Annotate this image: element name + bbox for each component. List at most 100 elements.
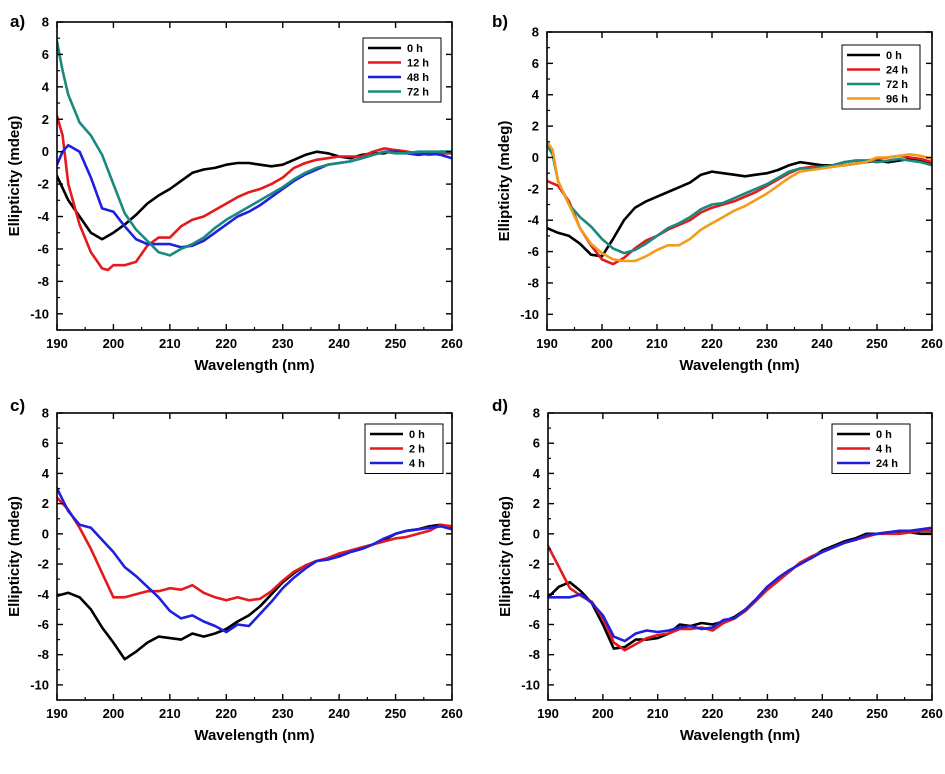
y-axis-title: Ellipticity (mdeg) bbox=[6, 496, 23, 617]
y-tick-label: -4 bbox=[37, 587, 49, 602]
x-tick-label: 260 bbox=[441, 706, 463, 721]
x-tick-label: 190 bbox=[537, 706, 559, 721]
legend-label: 12 h bbox=[407, 58, 429, 70]
x-tick-label: 190 bbox=[46, 706, 68, 721]
x-tick-label: 230 bbox=[756, 336, 778, 351]
panel-c: c) 190 200 210 220 230 240 250 260 -10 -8 -6 -4 -2 0 2… bbox=[0, 384, 472, 769]
y-tick-label: 0 bbox=[532, 150, 539, 165]
legend-label: 0 h bbox=[407, 43, 423, 55]
y-tick-label: 6 bbox=[532, 56, 539, 71]
x-tick-label: 250 bbox=[385, 336, 407, 351]
legend-label: 4 h bbox=[876, 444, 892, 456]
y-tick-label: 2 bbox=[42, 112, 49, 127]
x-tick-label: 200 bbox=[103, 706, 125, 721]
series-line bbox=[548, 526, 932, 643]
y-tick-label: 0 bbox=[42, 144, 49, 159]
series-line bbox=[547, 143, 932, 255]
y-tick-label: 0 bbox=[533, 526, 540, 541]
x-tick-label: 260 bbox=[921, 706, 943, 721]
series-line bbox=[57, 40, 452, 257]
y-tick-label: -8 bbox=[37, 274, 49, 289]
series-line bbox=[57, 496, 452, 602]
chart-d: 190 200 210 220 230 240 250 260 -10 -8 -6 -4 -2 0 2 4 6 8… bbox=[497, 406, 943, 745]
x-tick-label: 250 bbox=[385, 706, 407, 721]
y-tick-label: -2 bbox=[37, 557, 49, 572]
x-tick-label: 220 bbox=[701, 336, 723, 351]
y-tick-label: -8 bbox=[528, 647, 540, 662]
legend-label: 0 h bbox=[409, 429, 425, 441]
x-tick-label: 230 bbox=[272, 336, 294, 351]
y-tick-label: -6 bbox=[527, 244, 539, 259]
panel-b-letter: b) bbox=[492, 12, 509, 31]
legend-label: 48 h bbox=[407, 72, 429, 84]
x-tick-label: 210 bbox=[159, 706, 181, 721]
y-tick-label: -4 bbox=[37, 209, 49, 224]
y-tick-label: 2 bbox=[533, 496, 540, 511]
legend-label: 72 h bbox=[407, 87, 429, 99]
legend-label: 24 h bbox=[886, 65, 908, 77]
y-tick-label: -10 bbox=[30, 306, 49, 321]
y-tick-label: -4 bbox=[527, 213, 539, 228]
y-tick-label: 8 bbox=[532, 25, 539, 40]
y-tick-label: 4 bbox=[42, 79, 50, 94]
x-tick-label: 250 bbox=[866, 336, 888, 351]
x-tick-label: 200 bbox=[103, 336, 125, 351]
y-tick-label: -10 bbox=[521, 677, 540, 692]
y-axis-title: Ellipticity (mdeg) bbox=[6, 116, 23, 237]
legend-label: 72 h bbox=[886, 79, 908, 91]
panel-a-letter: a) bbox=[10, 12, 26, 31]
y-tick-label: -8 bbox=[37, 647, 49, 662]
series-line bbox=[57, 487, 452, 634]
y-axis-title: Ellipticity (mdeg) bbox=[496, 121, 513, 242]
series-line bbox=[548, 531, 932, 650]
y-tick-label: -4 bbox=[528, 587, 540, 602]
x-tick-label: 240 bbox=[811, 336, 833, 351]
y-tick-label: -6 bbox=[528, 617, 540, 632]
series-line bbox=[57, 523, 452, 661]
x-tick-label: 220 bbox=[702, 706, 724, 721]
y-tick-label: -6 bbox=[37, 617, 49, 632]
x-axis-title: Wavelength (nm) bbox=[194, 357, 314, 374]
x-axis-title: Wavelength (nm) bbox=[194, 727, 314, 744]
y-axis-title: Ellipticity (mdeg) bbox=[497, 496, 514, 617]
series-line bbox=[57, 114, 452, 272]
y-tick-label: -2 bbox=[37, 177, 49, 192]
x-tick-label: 250 bbox=[866, 706, 888, 721]
x-tick-label: 190 bbox=[536, 336, 558, 351]
legend-label: 96 h bbox=[886, 94, 908, 106]
y-tick-label: -2 bbox=[528, 557, 540, 572]
legend-label: 0 h bbox=[876, 429, 892, 441]
y-tick-label: -6 bbox=[37, 241, 49, 256]
x-axis-title: Wavelength (nm) bbox=[680, 727, 800, 744]
x-tick-label: 260 bbox=[441, 336, 463, 351]
x-tick-label: 260 bbox=[921, 336, 943, 351]
panel-a: a) 190 200 210 220 230 240 250 260 -10 -8 -6 -4 -2 0 2… bbox=[0, 0, 472, 384]
legend-label: 24 h bbox=[876, 458, 898, 470]
y-tick-label: 8 bbox=[42, 15, 49, 30]
x-tick-label: 190 bbox=[46, 336, 68, 351]
x-tick-label: 240 bbox=[328, 336, 350, 351]
x-tick-label: 220 bbox=[215, 336, 237, 351]
y-tick-label: 0 bbox=[42, 526, 49, 541]
x-tick-label: 200 bbox=[591, 336, 613, 351]
x-tick-label: 200 bbox=[592, 706, 614, 721]
y-tick-label: -8 bbox=[527, 275, 539, 290]
y-tick-label: 8 bbox=[42, 406, 49, 421]
legend-label: 2 h bbox=[409, 444, 425, 456]
chart-b: 190 200 210 220 230 240 250 260 -10 -8 -6 -4 -2 0 2 4 6 8… bbox=[496, 25, 943, 375]
y-tick-label: 4 bbox=[42, 466, 50, 481]
x-tick-label: 230 bbox=[272, 706, 294, 721]
x-axis-title: Wavelength (nm) bbox=[679, 357, 799, 374]
legend-label: 0 h bbox=[886, 50, 902, 62]
panel-c-letter: c) bbox=[10, 396, 26, 415]
y-tick-label: 8 bbox=[533, 406, 540, 421]
y-tick-label: 6 bbox=[533, 436, 540, 451]
y-tick-label: 2 bbox=[532, 119, 539, 134]
y-tick-label: -2 bbox=[527, 181, 539, 196]
y-tick-label: -10 bbox=[30, 677, 49, 692]
x-tick-label: 210 bbox=[646, 336, 668, 351]
y-tick-label: -10 bbox=[520, 307, 539, 322]
x-tick-label: 210 bbox=[647, 706, 669, 721]
chart-c: 190 200 210 220 230 240 250 260 -10 -8 -6 -4 -2 0 2 4 6 8… bbox=[6, 406, 463, 745]
x-tick-label: 240 bbox=[811, 706, 833, 721]
